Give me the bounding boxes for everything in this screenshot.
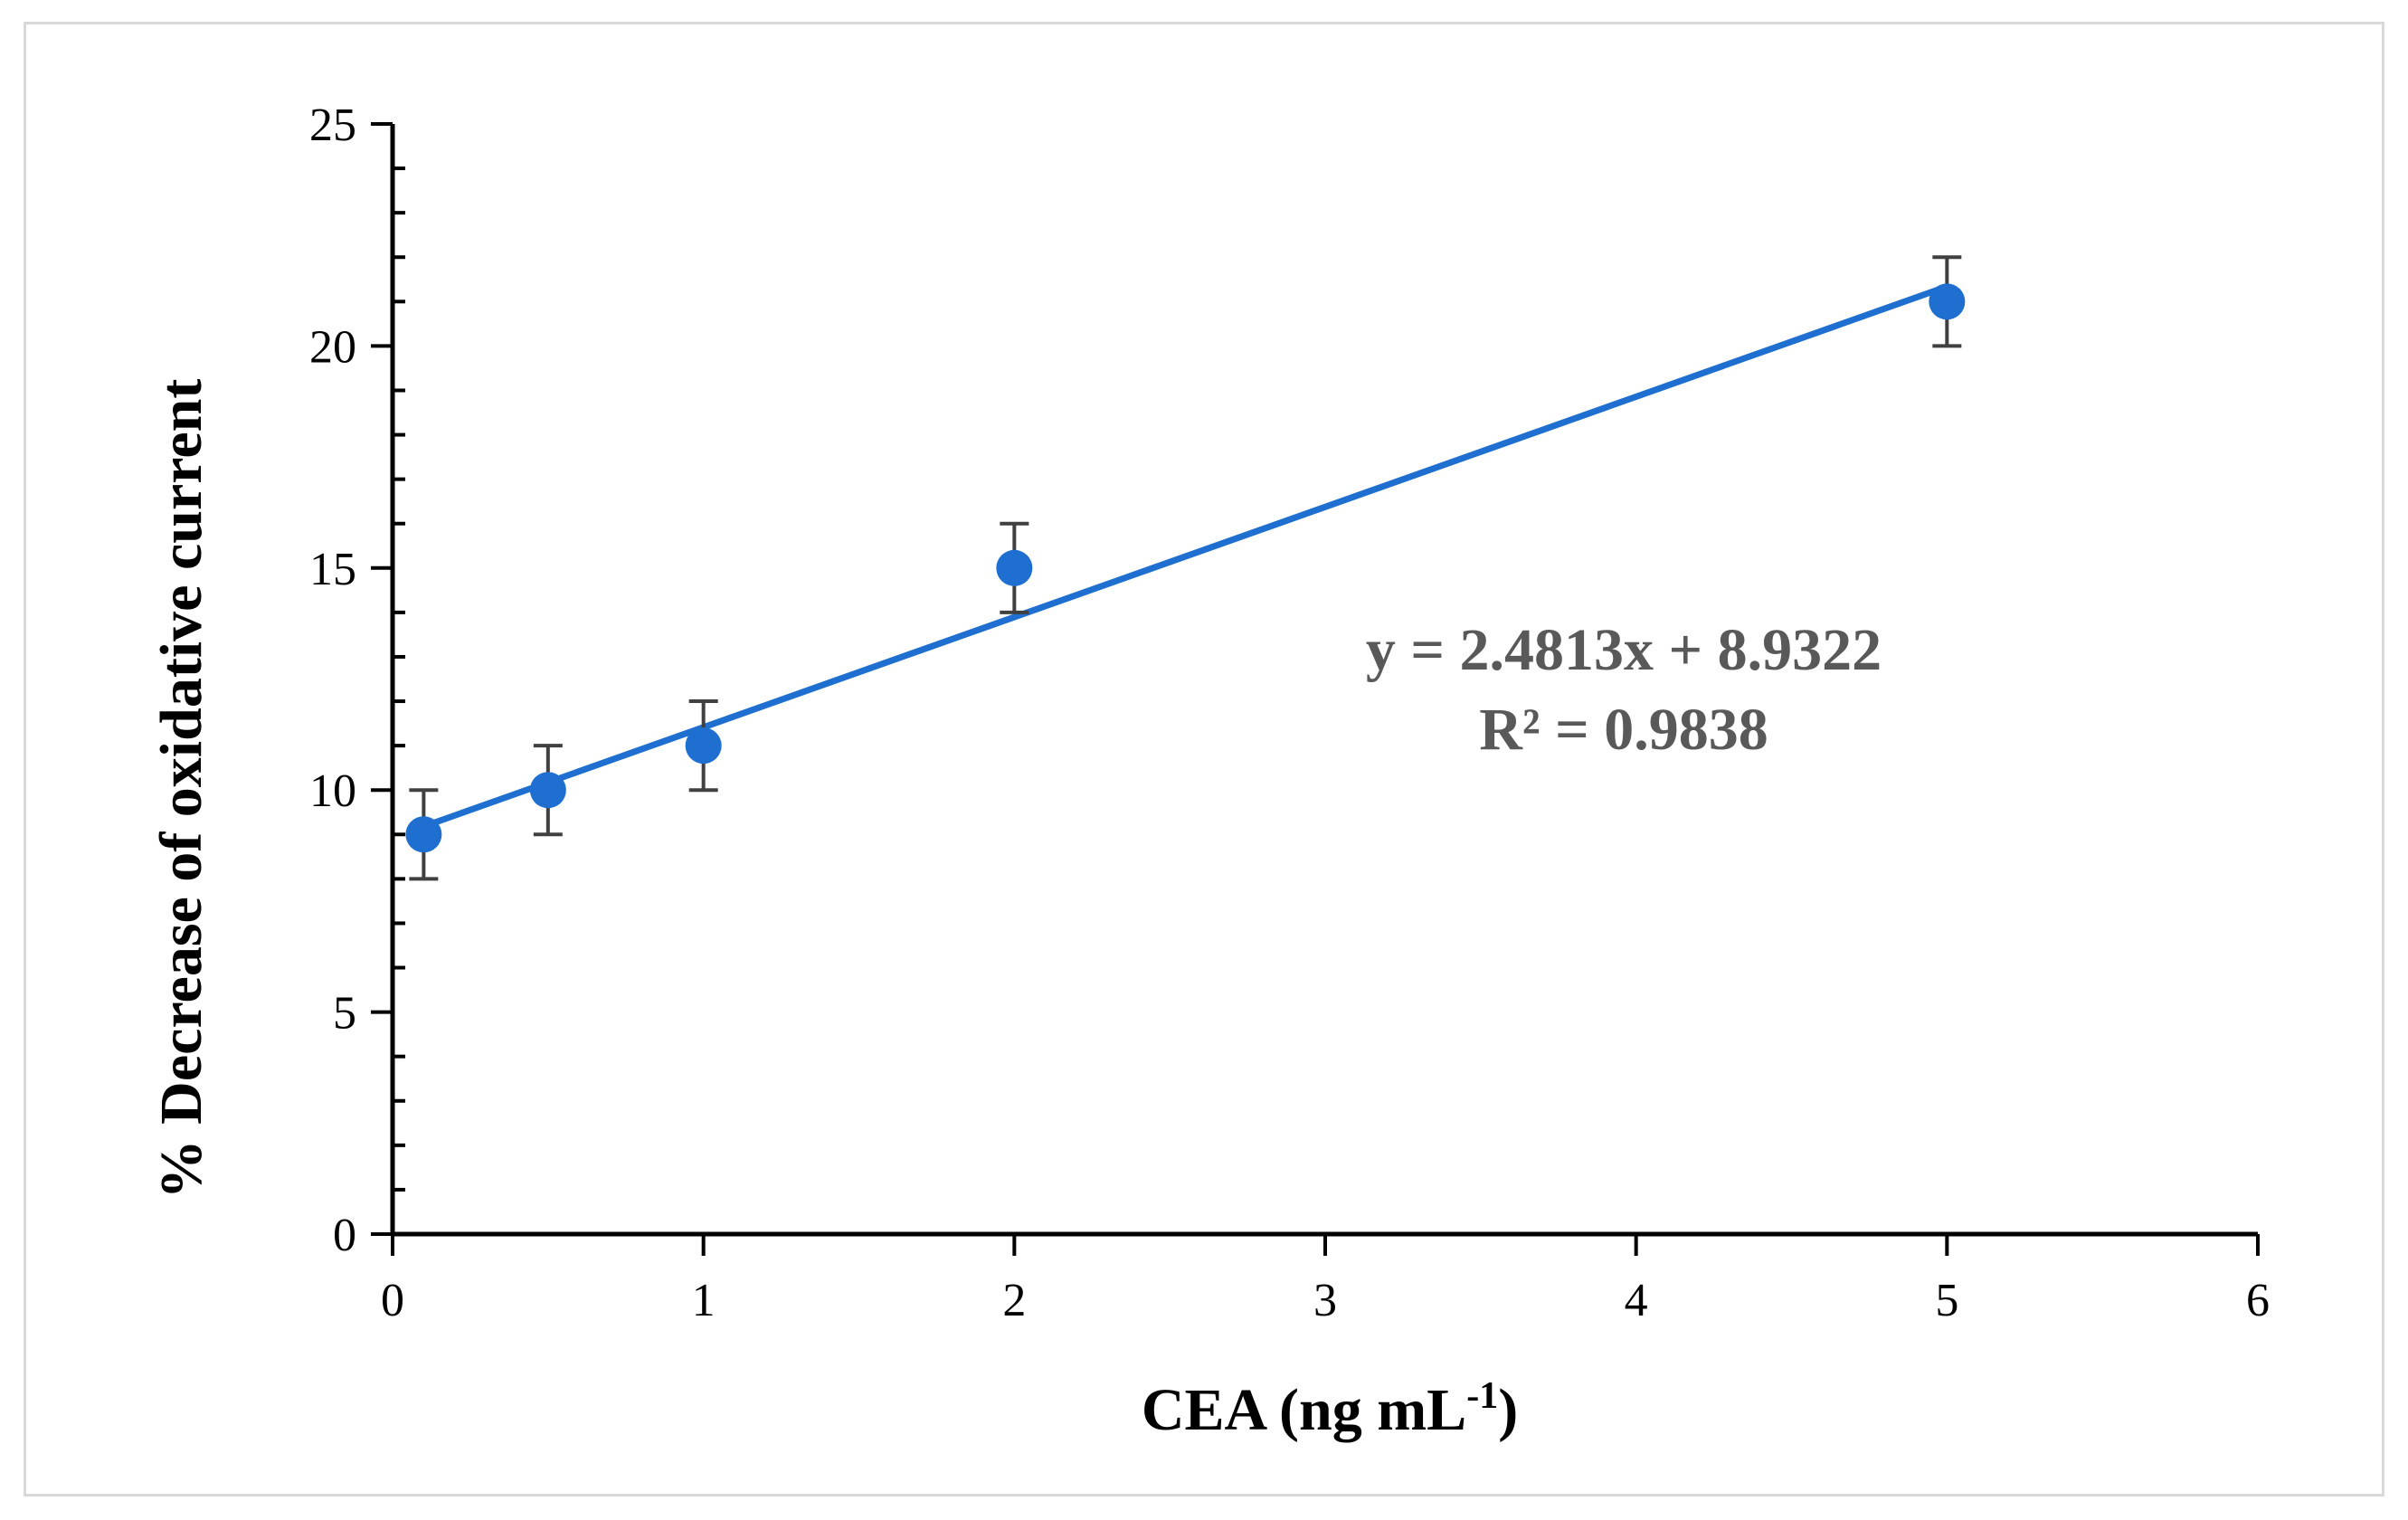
x-tick-label: 6	[2246, 1275, 2270, 1326]
axes	[390, 124, 2258, 1237]
chart-frame	[24, 22, 2384, 1496]
y-tick-label: 15	[309, 544, 356, 595]
ticks: 0 5 10 15 20 25 0 1 2 3 4 5 6	[309, 100, 2270, 1326]
y-tick-label: 10	[309, 765, 356, 817]
x-axis-title-main: CEA (ng mL	[1142, 1377, 1466, 1443]
x-tick-label: 2	[1002, 1275, 1026, 1326]
trendline-equation: y = 2.4813x + 8.9322	[1366, 617, 1882, 683]
data-point	[529, 772, 566, 809]
y-axis-title: % Decrease of oxidative current	[148, 379, 214, 1200]
x-tick-label: 3	[1313, 1275, 1337, 1326]
y-tick-label: 0	[333, 1210, 356, 1261]
y-tick-label: 5	[333, 988, 356, 1040]
data-point	[996, 549, 1033, 586]
x-axis-title: CEA (ng mL-1)	[1142, 1375, 1518, 1443]
x-axis-title-superscript: -1	[1466, 1375, 1498, 1417]
y-tick-label: 20	[309, 321, 356, 373]
data-point	[405, 816, 442, 853]
x-tick-label: 5	[1935, 1275, 1958, 1326]
x-tick-label: 4	[1625, 1275, 1648, 1326]
trendline-group	[422, 283, 1948, 830]
trendline-r-squared: R² = 0.9838	[1479, 697, 1768, 763]
y-tick-label: 25	[309, 100, 356, 151]
x-axis-title-suffix: )	[1498, 1377, 1518, 1443]
error-bars	[409, 255, 1962, 881]
data-point	[685, 727, 722, 765]
x-tick-label: 1	[692, 1275, 716, 1326]
labels: % Decrease of oxidative current CEA (ng …	[148, 379, 1882, 1443]
trendline	[422, 283, 1948, 830]
data-points	[405, 283, 1966, 853]
data-point	[1929, 283, 1966, 320]
x-tick-label: 0	[381, 1275, 404, 1326]
